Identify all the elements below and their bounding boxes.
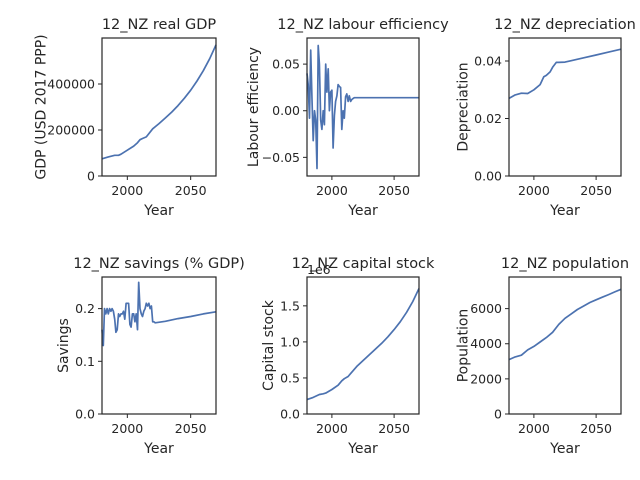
- axes-frame: [101, 37, 217, 177]
- y-tick-label: 0.0: [280, 407, 300, 422]
- x-tick-label: 2050: [378, 421, 410, 436]
- y-tick-label: 6000: [470, 301, 502, 316]
- y-tick-label: 200000: [47, 123, 95, 138]
- series-line: [306, 44, 419, 170]
- y-tick-label: 0.1: [75, 354, 95, 369]
- x-tick-label: 2050: [580, 183, 612, 198]
- x-tick-label: 2050: [175, 183, 207, 198]
- chart-title: 12_NZ population: [501, 256, 629, 272]
- y-axis-label: Savings: [56, 318, 72, 373]
- y-axis-label: GDP (USD 2017 PPP): [33, 34, 49, 179]
- y-axis-label: Depreciation: [456, 62, 472, 151]
- x-axis-label: Year: [549, 441, 580, 457]
- y-tick-label: 0.0: [75, 407, 95, 422]
- y-axis-label: Population: [456, 309, 472, 383]
- y-tick-label: 4000: [470, 336, 502, 351]
- x-axis-label: Year: [347, 203, 378, 219]
- subplot-1: 2000 2050 0 200000 400000 12_NZ real GDP Year G…: [33, 17, 217, 219]
- x-axis-label: Year: [143, 203, 174, 219]
- y-tick-label: 0.04: [474, 54, 502, 69]
- x-tick-label: 2000: [111, 421, 143, 436]
- y-offset-text: 1e6: [307, 262, 331, 277]
- subplot-3: 2000 2050 0.00 0.02 0.04 12_NZ depreciation Ye…: [456, 17, 636, 219]
- x-tick-label: 2000: [518, 421, 550, 436]
- axes-frame: [306, 37, 420, 177]
- x-axis-label: Year: [143, 441, 174, 457]
- y-tick-label: 0.05: [272, 57, 300, 72]
- series-line: [101, 281, 217, 347]
- chart-title: 12_NZ depreciation: [494, 17, 636, 33]
- chart-title: 12_NZ labour efficiency: [277, 17, 449, 33]
- series-line: [508, 288, 622, 361]
- x-tick-label: 2050: [175, 421, 207, 436]
- chart-title: 12_NZ real GDP: [102, 17, 217, 33]
- x-tick-label: 2000: [111, 183, 143, 198]
- series-line: [101, 44, 217, 160]
- y-tick-label: 0.02: [474, 111, 502, 126]
- y-axis-label: Capital stock: [261, 299, 277, 391]
- x-tick-label: 2050: [378, 183, 410, 198]
- y-tick-label: 2000: [470, 371, 502, 386]
- series-line: [306, 288, 420, 401]
- subplot-6: 2000 2050 0 2000 4000 6000 12_NZ population Yea…: [456, 256, 630, 457]
- x-axis-label: Year: [347, 441, 378, 457]
- y-tick-label: 1.5: [280, 298, 300, 313]
- axes-frame: [101, 276, 217, 415]
- axes-frame: [508, 37, 622, 177]
- subplot-2: 2000 2050 −0.05 0.00 0.05 12_NZ labour effici…: [246, 17, 449, 219]
- axes-frame: [306, 276, 420, 415]
- y-tick-label: 0.00: [474, 169, 502, 184]
- chart-title: 12_NZ savings (% GDP): [73, 256, 245, 272]
- y-tick-label: −0.05: [262, 150, 300, 165]
- y-tick-label: 0.5: [280, 370, 300, 385]
- x-tick-label: 2000: [316, 421, 348, 436]
- y-axis-label: Labour efficiency: [246, 47, 262, 167]
- y-tick-label: 0: [494, 407, 502, 422]
- y-tick-label: 0.00: [272, 103, 300, 118]
- x-tick-label: 2000: [518, 183, 550, 198]
- x-tick-label: 2050: [580, 421, 612, 436]
- y-tick-label: 0.2: [75, 301, 95, 316]
- y-tick-label: 0: [87, 169, 95, 184]
- series-line: [508, 48, 622, 100]
- subplot-4: 2000 2050 0.0 0.1 0.2 12_NZ savings (% GDP) Ye…: [56, 256, 245, 457]
- axes-frame: [508, 276, 622, 415]
- y-tick-label: 400000: [47, 77, 95, 92]
- chart-title: 12_NZ capital stock: [292, 256, 435, 272]
- x-tick-label: 2000: [316, 183, 348, 198]
- subplot-5: 2000 2050 0.0 0.5 1.0 1.5 12_NZ capital stock Y…: [261, 256, 435, 457]
- y-tick-label: 1.0: [280, 334, 300, 349]
- x-axis-label: Year: [549, 203, 580, 219]
